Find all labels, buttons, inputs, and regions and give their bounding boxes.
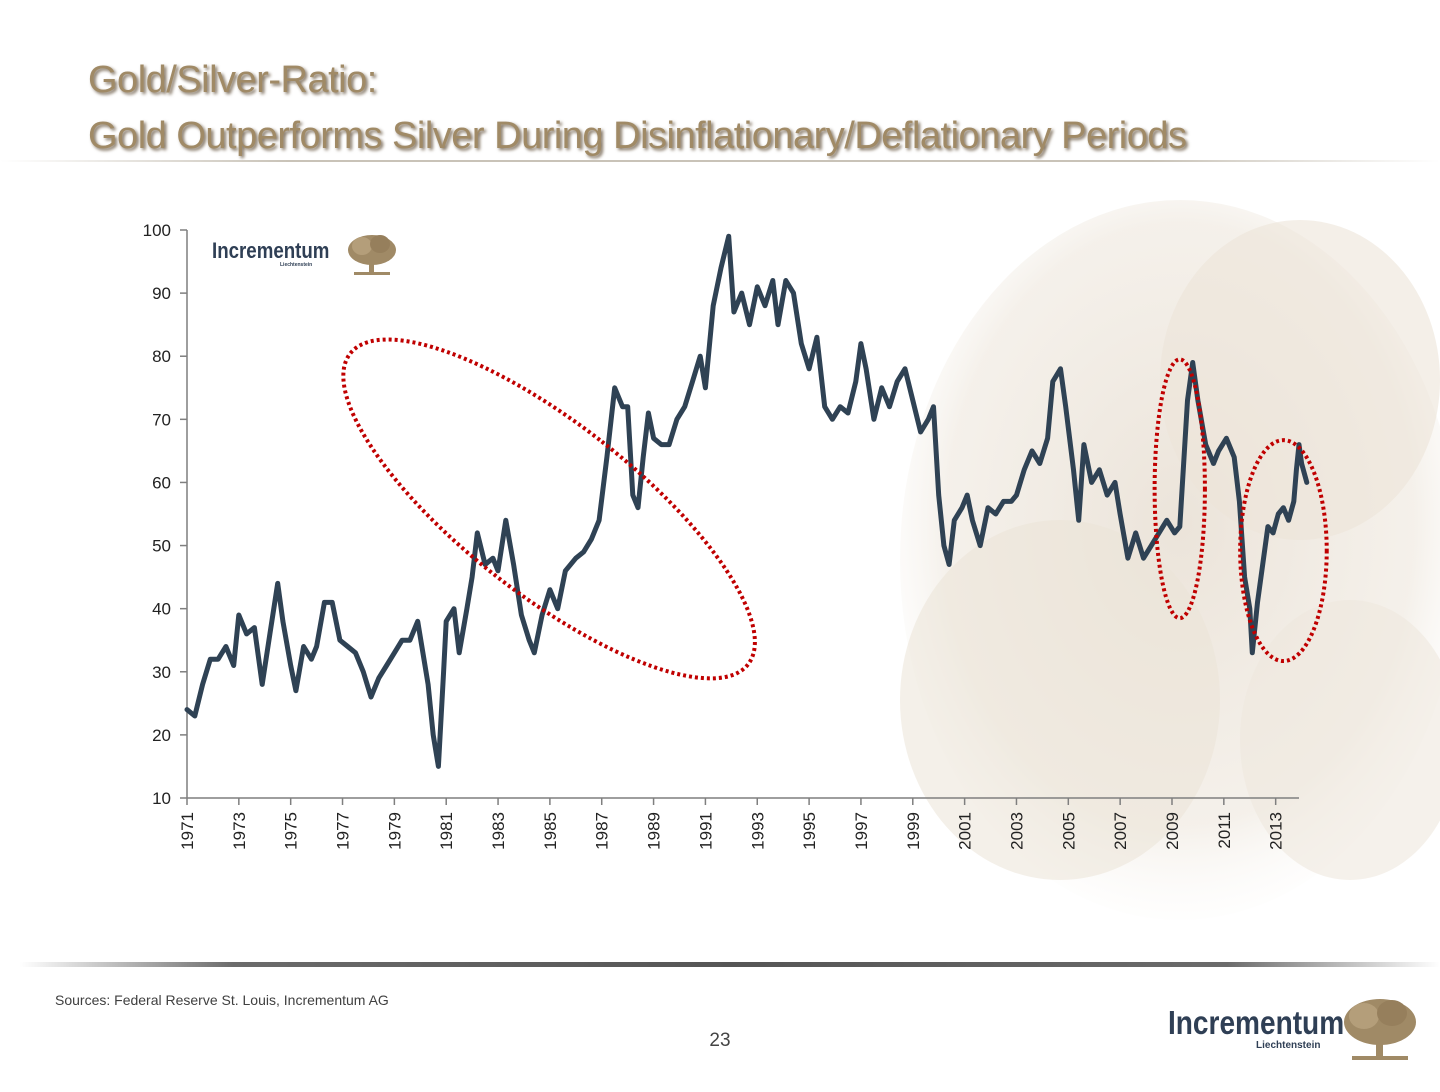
x-tick-label: 1985	[541, 812, 560, 850]
y-axis-ticks: 10 20 30 40 50 60 70 80 90 100	[143, 221, 187, 808]
ratio-series-line	[184, 233, 1310, 769]
title-line-1: Gold/Silver-Ratio:	[88, 59, 377, 101]
x-tick-label: 1987	[593, 812, 612, 850]
x-axis-ticks: 1971 1973 1975 1977 1979 1981 1983 1985 1987 1989…	[178, 798, 1286, 850]
chart-series	[184, 233, 1310, 769]
x-tick-label: 1975	[282, 812, 301, 850]
y-tick-label: 80	[152, 347, 171, 366]
y-tick-label: 60	[152, 473, 171, 492]
x-tick-label: 2005	[1059, 812, 1078, 850]
x-tick-label: 1999	[904, 812, 923, 850]
x-tick-label: 2009	[1163, 812, 1182, 850]
x-tick-label: 1995	[800, 812, 819, 850]
y-tick-label: 10	[152, 789, 171, 808]
y-tick-label: 20	[152, 726, 171, 745]
highlight-ellipse	[341, 337, 757, 681]
x-tick-label: 1971	[178, 812, 197, 850]
x-tick-label: 1977	[334, 812, 353, 850]
x-tick-label: 2013	[1267, 812, 1286, 850]
page-number: 23	[709, 1030, 731, 1051]
source-note: Sources: Federal Reserve St. Louis, Incr…	[55, 992, 389, 1008]
x-tick-label: 1993	[748, 812, 767, 850]
x-tick-label: 2001	[956, 812, 975, 850]
y-tick-label: 70	[152, 410, 171, 429]
logo-small-subtext: Liechtenstein	[280, 262, 313, 268]
x-tick-label: 1991	[696, 812, 715, 850]
tree-icon	[348, 235, 396, 275]
x-tick-label: 1981	[437, 812, 456, 850]
header-divider	[0, 160, 1440, 162]
chart-axes	[186, 230, 1299, 799]
x-tick-label: 1973	[230, 812, 249, 850]
footer-divider	[20, 962, 1440, 967]
x-tick-label: 1997	[852, 812, 871, 850]
title-line-2: Gold Outperforms Silver During Disinflat…	[88, 115, 1187, 157]
highlight-ellipse	[1152, 357, 1207, 621]
x-tick-label: 2011	[1215, 812, 1234, 849]
y-tick-label: 50	[152, 537, 171, 556]
x-tick-label: 1983	[489, 812, 508, 850]
logo-small-text: Incrementum	[212, 238, 330, 263]
x-tick-label: 2003	[1007, 812, 1026, 850]
y-tick-label: 90	[152, 284, 171, 303]
y-tick-label: 100	[143, 221, 171, 240]
page-title: Gold/Silver-Ratio: Gold Outperforms Silv…	[88, 52, 1187, 164]
background-tree-watermark	[900, 200, 1440, 920]
logo-text: Incrementum	[1168, 1004, 1345, 1041]
y-tick-label: 40	[152, 600, 171, 619]
incrementum-logo-small: Incrementum Liechtenstein	[212, 232, 402, 280]
x-tick-label: 1989	[645, 812, 664, 850]
x-tick-label: 1979	[385, 812, 404, 850]
logo-subtext: Liechtenstein	[1256, 1040, 1321, 1051]
y-tick-label: 30	[152, 663, 171, 682]
x-tick-label: 2007	[1111, 812, 1130, 850]
tree-icon	[1344, 999, 1416, 1060]
incrementum-logo: Incrementum Liechtenstein	[1168, 996, 1418, 1066]
highlight-ellipse	[1238, 438, 1329, 664]
